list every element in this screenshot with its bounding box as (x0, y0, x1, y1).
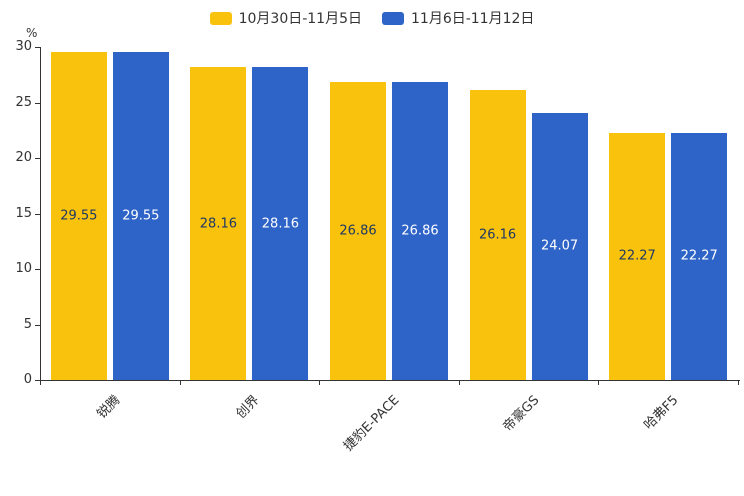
y-axis-unit-label: % (26, 26, 38, 40)
legend-swatch-icon (209, 11, 232, 25)
y-axis-tick (35, 213, 40, 215)
x-axis-tick (40, 380, 41, 385)
x-axis-category-label: 创界 (233, 392, 263, 422)
y-axis-tick-label: 0 (23, 372, 32, 387)
bar-series2-锐腾: 29.55 (112, 51, 169, 380)
bar-value-label: 26.86 (401, 223, 439, 239)
legend-swatch-icon (382, 11, 404, 25)
x-axis-category-label: 捷豹E-PACE (341, 392, 403, 455)
y-axis-tick (35, 269, 40, 270)
x-axis-tick (319, 380, 321, 385)
bar-series1-锐腾: 29.55 (50, 51, 107, 380)
y-axis-tick-label: 5 (23, 316, 32, 332)
y-axis-tick (35, 324, 40, 326)
y-axis-tick (35, 102, 40, 104)
chart-legend: 10月30日-11月5日 11月6日-11月12日 (0, 8, 744, 28)
x-axis-category-label: 哈弗F5 (641, 392, 682, 433)
bar-series2-捷豹E-PACE: 26.86 (392, 81, 448, 380)
x-axis-tick (598, 380, 600, 385)
x-axis-tick (179, 380, 181, 385)
legend-label: 10月30日-11月5日 (238, 11, 362, 27)
legend-item-series-1[interactable]: 10月30日-11月5日 (209, 8, 362, 28)
bar-value-label: 29.55 (122, 208, 160, 224)
bar-series1-捷豹E-PACE: 26.86 (330, 81, 386, 380)
bar-value-label: 22.27 (618, 248, 656, 264)
bar-value-label: 26.86 (339, 223, 377, 239)
x-axis-tick (738, 380, 739, 385)
bar-series2-哈弗F5: 22.27 (671, 132, 728, 380)
y-axis-tick (35, 158, 40, 159)
bar-series2-帝豪GS: 24.07 (531, 112, 588, 380)
y-axis-tick (35, 47, 40, 48)
x-axis-category-label: 锐腾 (94, 392, 124, 422)
x-axis-tick (458, 380, 460, 385)
x-axis-line (40, 380, 740, 381)
y-axis-tick-label: 15 (15, 205, 32, 221)
y-axis-tick (35, 380, 40, 381)
y-axis-tick-label: 10 (15, 261, 32, 276)
y-axis-tick-label: 25 (15, 94, 32, 110)
y-axis-line (40, 47, 41, 380)
bar-series1-哈弗F5: 22.27 (609, 132, 666, 380)
bar-value-label: 29.55 (60, 208, 98, 224)
bar-value-label: 26.16 (478, 227, 517, 243)
bar-series1-创界: 28.16 (190, 67, 247, 380)
bar-value-label: 28.16 (199, 216, 237, 232)
x-axis-category-label: 帝豪GS (500, 392, 543, 435)
y-axis-tick-label: 30 (15, 39, 32, 54)
legend-item-series-2[interactable]: 11月6日-11月12日 (382, 8, 534, 28)
bar-series1-帝豪GS: 26.16 (469, 89, 526, 380)
bar-value-label: 22.27 (680, 248, 718, 264)
y-axis-tick-label: 20 (15, 150, 32, 165)
bar-value-label: 28.16 (261, 216, 299, 232)
legend-label: 11月6日-11月12日 (411, 11, 535, 27)
bar-value-label: 24.07 (540, 238, 579, 254)
bar-series2-创界: 28.16 (252, 67, 309, 380)
